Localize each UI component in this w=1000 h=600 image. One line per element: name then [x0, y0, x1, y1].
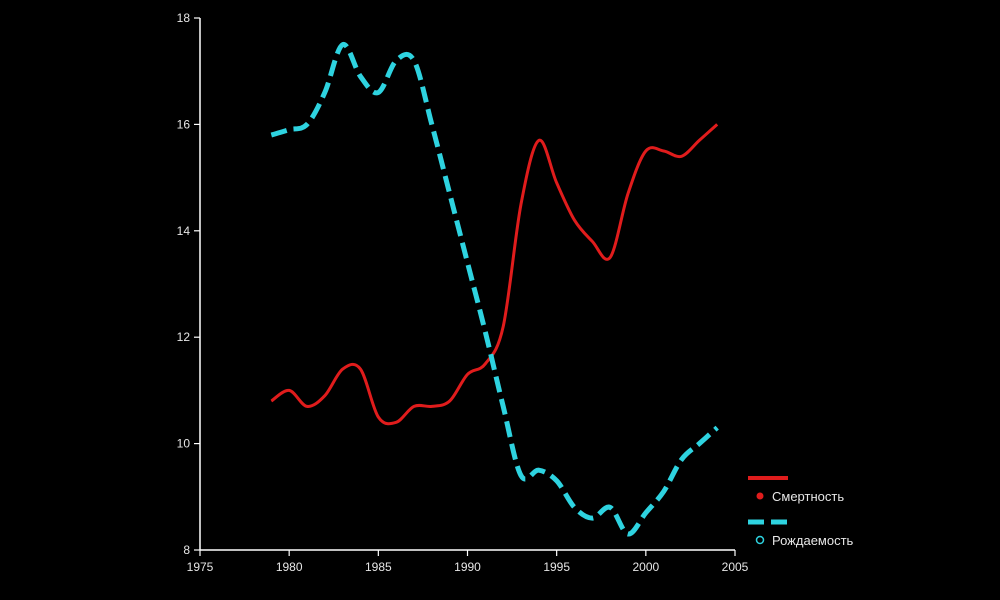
data-point-birth: [305, 122, 309, 126]
data-point-mortality: [519, 202, 523, 206]
legend-birth-label: Рождаемость: [772, 533, 854, 548]
data-point-mortality: [305, 404, 309, 408]
x-axis: 1975 1980 1985 1990 1995 2000 2005: [187, 549, 749, 574]
legend-mortality-label: Смертность: [772, 489, 844, 504]
data-point-birth: [537, 468, 541, 472]
data-point-mortality: [573, 218, 577, 222]
data-point-mortality: [359, 367, 363, 371]
data-point-mortality: [430, 404, 434, 408]
y-tick-label: 16: [177, 117, 191, 131]
data-point-birth: [376, 90, 380, 94]
data-point-birth: [644, 511, 648, 515]
data-point-mortality: [466, 372, 470, 376]
data-point-birth: [662, 489, 666, 493]
series-line-birth: [270, 42, 719, 537]
x-tick-label: 2005: [722, 560, 749, 574]
data-point-mortality: [680, 154, 684, 158]
data-point-birth: [448, 192, 452, 196]
legend-mortality-marker: [756, 492, 764, 500]
legend-birth-marker: [755, 535, 765, 545]
data-point-birth: [555, 479, 559, 483]
data-point-birth: [626, 532, 630, 536]
legend: Смертность Рождаемость: [748, 476, 854, 548]
data-point-birth: [287, 128, 291, 132]
data-point-birth: [466, 261, 470, 265]
data-point-mortality: [483, 362, 487, 366]
data-point-birth: [341, 43, 345, 47]
data-point-birth: [608, 505, 612, 509]
x-tick-label: 1980: [276, 560, 303, 574]
x-tick-label: 1995: [543, 560, 570, 574]
data-point-mortality: [537, 138, 541, 142]
x-tick-label: 1990: [454, 560, 481, 574]
data-point-mortality: [412, 404, 416, 408]
y-axis: 8 10 12 14 16 18: [177, 11, 201, 557]
data-point-birth: [519, 474, 523, 478]
data-point-birth: [680, 458, 684, 462]
series-group: [269, 42, 719, 537]
data-point-mortality: [626, 192, 630, 196]
data-point-birth: [394, 59, 398, 63]
data-point-mortality: [394, 420, 398, 424]
y-tick-label: 8: [183, 543, 190, 557]
y-tick-label: 14: [177, 224, 191, 238]
data-point-mortality: [341, 367, 345, 371]
data-point-mortality: [644, 149, 648, 153]
data-point-mortality: [287, 388, 291, 392]
data-point-birth: [573, 505, 577, 509]
data-point-mortality: [501, 325, 505, 329]
data-point-mortality: [269, 399, 273, 403]
data-point-birth: [501, 404, 505, 408]
data-point-mortality: [590, 239, 594, 243]
data-point-birth: [483, 330, 487, 334]
y-tick-label: 12: [177, 330, 191, 344]
data-point-mortality: [697, 138, 701, 142]
data-point-birth: [412, 59, 416, 63]
data-point-birth: [590, 516, 594, 520]
data-point-birth: [269, 133, 273, 137]
x-tick-label: 1975: [187, 560, 214, 574]
data-point-mortality: [448, 399, 452, 403]
data-point-mortality: [323, 394, 327, 398]
data-point-mortality: [555, 181, 559, 185]
x-tick-label: 2000: [632, 560, 659, 574]
x-tick-label: 1985: [365, 560, 392, 574]
y-tick-label: 18: [177, 11, 191, 25]
data-point-birth: [715, 426, 719, 430]
data-point-mortality: [662, 149, 666, 153]
y-tick-label: 10: [177, 437, 191, 451]
data-point-birth: [323, 90, 327, 94]
data-point-mortality: [608, 255, 612, 259]
data-point-birth: [697, 442, 701, 446]
series-line-mortality: [270, 123, 719, 426]
data-point-birth: [359, 75, 363, 79]
data-point-birth: [430, 122, 434, 126]
data-point-mortality: [715, 122, 719, 126]
data-point-mortality: [376, 415, 380, 419]
